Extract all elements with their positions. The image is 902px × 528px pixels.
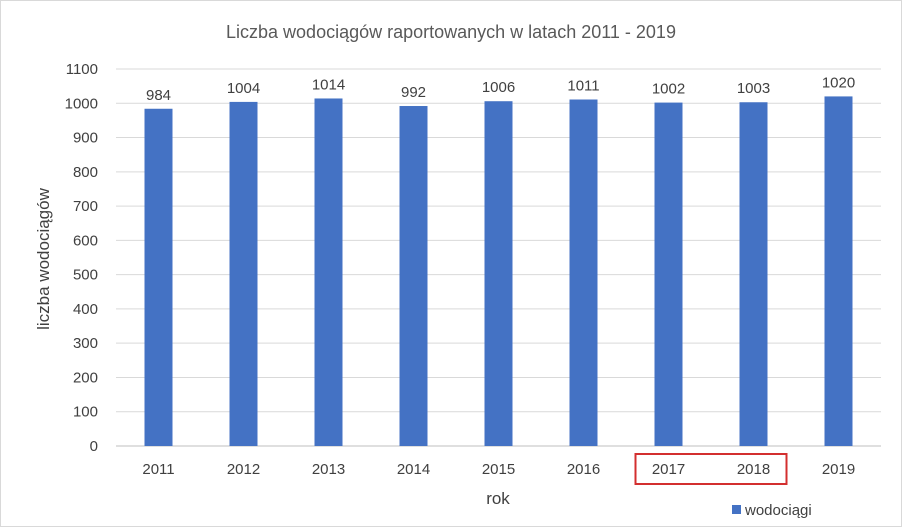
y-tick-label: 1100 — [66, 61, 98, 78]
x-tick-label-2017: 2017 — [652, 461, 685, 478]
data-label-2017: 1002 — [652, 81, 685, 98]
data-label-2016: 1011 — [567, 78, 599, 95]
y-tick-label: 900 — [73, 130, 98, 147]
x-axis-ticks: 2011 2012 2013 2014 2015 2016 2017 2018 2019 — [142, 461, 855, 478]
y-axis-title: liczba wodociągów — [34, 187, 53, 329]
x-tick-label-2019: 2019 — [822, 461, 855, 478]
y-tick-label: 500 — [73, 267, 98, 284]
chart-title: Liczba wodociągów raportowanych w latach… — [226, 22, 676, 42]
y-tick-label: 400 — [73, 301, 98, 318]
y-tick-label: 100 — [73, 404, 98, 421]
x-tick-label-2016: 2016 — [567, 461, 600, 478]
data-label-2011: 984 — [146, 87, 171, 104]
y-tick-label: 0 — [90, 438, 98, 455]
bar-2017 — [654, 102, 683, 446]
data-label-2012: 1004 — [227, 80, 260, 97]
y-tick-label: 300 — [73, 335, 98, 352]
data-label-2019: 1020 — [822, 74, 855, 91]
x-tick-label-2013: 2013 — [312, 461, 345, 478]
highlight-box-2017-2018 — [634, 453, 788, 485]
bar-2012 — [229, 101, 258, 446]
x-tick-label-2015: 2015 — [482, 461, 515, 478]
bar-2011 — [144, 108, 173, 447]
y-tick-label: 200 — [73, 369, 98, 386]
x-axis-title: rok — [486, 489, 510, 508]
bars — [144, 96, 853, 447]
data-label-2014: 992 — [401, 84, 426, 101]
x-tick-label-2012: 2012 — [227, 461, 260, 478]
y-axis-ticks: 0 100 200 300 400 500 600 700 800 900 1000 1100 — [65, 61, 98, 455]
x-tick-label-2011: 2011 — [142, 461, 174, 478]
legend: wodociągi — [732, 502, 812, 519]
y-tick-label: 600 — [73, 232, 98, 249]
bar-2014 — [399, 106, 428, 447]
data-label-2013: 1014 — [312, 76, 345, 93]
data-labels: 984 1004 1014 992 1006 1011 1002 1003 1020 — [146, 74, 855, 103]
bar-2013 — [314, 98, 343, 446]
y-tick-label: 800 — [73, 164, 98, 181]
y-tick-label: 700 — [73, 198, 98, 215]
y-tick-label: 1000 — [65, 95, 98, 112]
legend-label: wodociągi — [744, 502, 812, 519]
data-label-2015: 1006 — [482, 79, 515, 96]
x-tick-label-2018: 2018 — [737, 461, 770, 478]
bar-2016 — [569, 99, 598, 447]
bar-2018 — [739, 102, 768, 447]
bar-2019 — [824, 96, 853, 446]
x-tick-label-2014: 2014 — [397, 461, 430, 478]
data-label-2018: 1003 — [737, 80, 770, 97]
legend-swatch — [732, 505, 741, 514]
bar-2015 — [484, 101, 513, 446]
